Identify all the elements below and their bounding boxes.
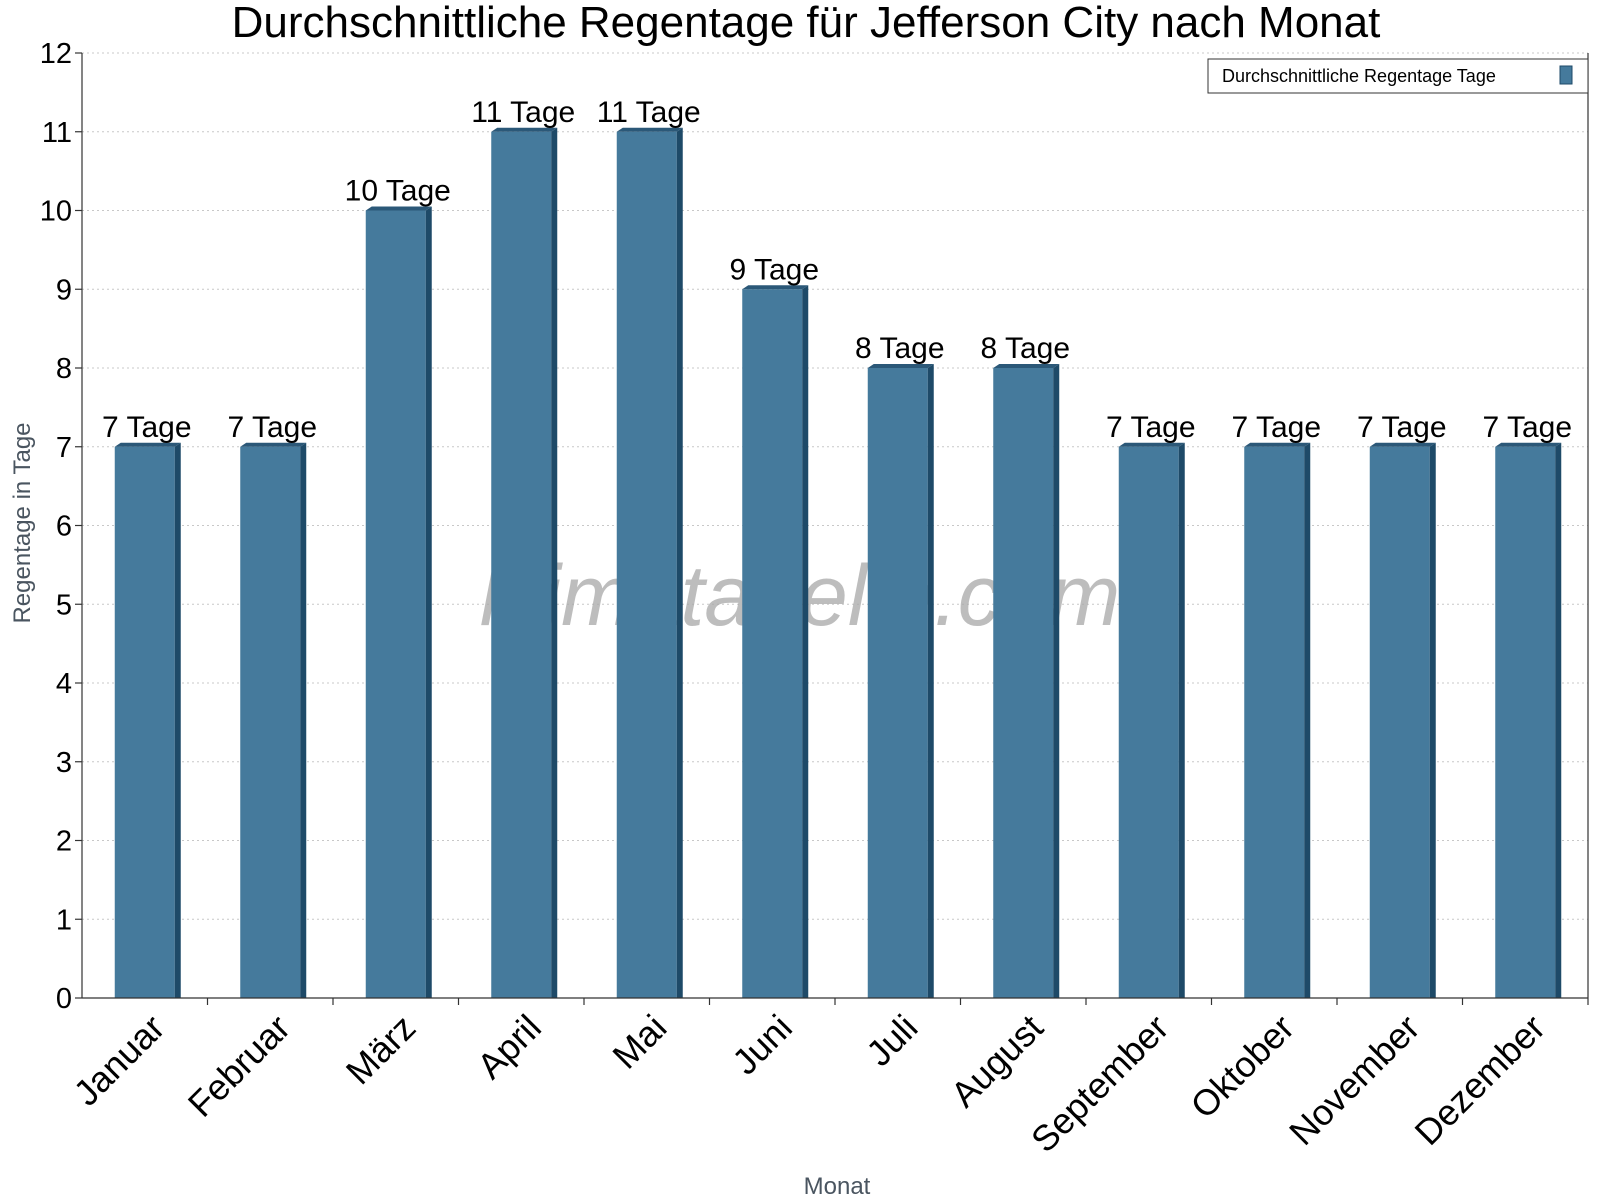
x-axis-label: Monat <box>804 1173 871 1200</box>
data-label: 9 Tage <box>729 253 819 286</box>
bar-top-mai <box>616 127 683 132</box>
x-tick-label: März <box>338 1007 424 1093</box>
bar-top-juni <box>742 285 809 290</box>
x-tick-label: September <box>1023 1007 1177 1161</box>
x-tick-labels: Januar Februar März April Mai Juni Juli AugustS… <box>66 1007 1553 1161</box>
x-tick-label: Juni <box>724 1007 800 1083</box>
bar-side-juli <box>927 364 934 998</box>
y-tick-label: 7 <box>56 432 72 464</box>
grid-lines <box>82 52 1588 920</box>
bar-august <box>993 368 1054 998</box>
bar-november <box>1369 446 1430 998</box>
bar-top-november <box>1369 442 1436 447</box>
legend-entry-label: Durchschnittliche Regentage Tage <box>1222 66 1496 86</box>
data-label: 11 Tage <box>471 96 575 129</box>
bar-september <box>1118 446 1179 998</box>
bar-top-märz <box>365 206 432 211</box>
bar-side-märz <box>425 206 432 998</box>
x-tick-label: Mai <box>604 1007 674 1077</box>
legend-box <box>1207 58 1589 94</box>
bar-juni <box>742 289 803 998</box>
chart-title: Durchschnittliche Regentage für Jefferso… <box>232 0 1381 47</box>
bar-side-juni <box>802 285 809 998</box>
data-label: 8 Tage <box>855 332 945 365</box>
y-tick-label: 9 <box>56 274 72 306</box>
x-tick-label: Juli <box>858 1007 925 1074</box>
bar-top-april <box>491 127 558 132</box>
data-label: 7 Tage <box>227 411 317 444</box>
x-tick-label: November <box>1281 1007 1427 1153</box>
y-tick-label: 0 <box>56 983 72 1015</box>
bar-side-november <box>1429 442 1436 998</box>
bar-side-mai <box>676 127 683 998</box>
bar-top-februar <box>240 442 307 447</box>
data-label: 7 Tage <box>1231 411 1321 444</box>
data-label: 7 Tage <box>102 411 192 444</box>
bar-side-september <box>1178 442 1185 998</box>
y-tick-label: 6 <box>56 511 72 543</box>
y-tick-label: 11 <box>42 117 72 149</box>
bar-side-januar <box>174 442 181 998</box>
x-tick-label: April <box>469 1007 549 1087</box>
data-label: 11 Tage <box>597 96 701 129</box>
data-label: 7 Tage <box>1357 411 1447 444</box>
bar-oktober <box>1244 446 1305 998</box>
legend-swatch <box>1559 65 1573 85</box>
bar-top-juli <box>867 364 934 368</box>
bar-juli <box>867 368 928 998</box>
bar-top-oktober <box>1244 442 1311 447</box>
bar-januar <box>114 446 175 998</box>
y-tick-label: 12 <box>40 38 72 70</box>
bar-märz <box>365 210 426 998</box>
bars <box>114 127 1562 998</box>
x-tick-label: Januar <box>66 1007 173 1114</box>
y-tick-label: 4 <box>56 668 72 700</box>
y-axis-label: Regentage in Tage <box>9 422 36 623</box>
bar-april <box>491 131 552 998</box>
axes <box>75 52 1589 1005</box>
x-tick-label: August <box>943 1007 1051 1115</box>
x-tick-label: Februar <box>180 1007 298 1125</box>
y-tick-label: 2 <box>56 826 72 858</box>
x-tick-label: Oktober <box>1182 1007 1302 1127</box>
bar-februar <box>240 446 301 998</box>
data-labels: 7 Tage 7 Tage 10 Tage 11 Tage 11 Tage 9 Tage 8… <box>102 96 1572 444</box>
bar-side-april <box>551 127 558 998</box>
bar-top-august <box>993 364 1060 368</box>
bar-side-oktober <box>1304 442 1311 998</box>
bar-top-september <box>1118 442 1185 447</box>
data-label: 10 Tage <box>345 175 451 208</box>
bar-top-dezember <box>1495 442 1562 447</box>
y-tick-label: 3 <box>56 747 72 779</box>
data-label: 7 Tage <box>1482 411 1572 444</box>
data-label: 8 Tage <box>980 332 1070 365</box>
y-tick-label: 1 <box>56 904 72 936</box>
y-tick-label: 8 <box>56 353 72 385</box>
y-tick-label: 10 <box>40 196 72 228</box>
x-tick-label: Dezember <box>1406 1007 1552 1153</box>
bar-top-januar <box>114 442 181 447</box>
legend: Durchschnittliche Regentage Tage <box>1207 58 1589 94</box>
data-label: 7 Tage <box>1106 411 1196 444</box>
bar-dezember <box>1495 446 1556 998</box>
y-tick-label: 5 <box>56 589 72 621</box>
bar-side-dezember <box>1555 442 1562 998</box>
bar-mai <box>616 131 677 998</box>
bar-side-august <box>1053 364 1060 998</box>
bar-side-februar <box>300 442 307 998</box>
